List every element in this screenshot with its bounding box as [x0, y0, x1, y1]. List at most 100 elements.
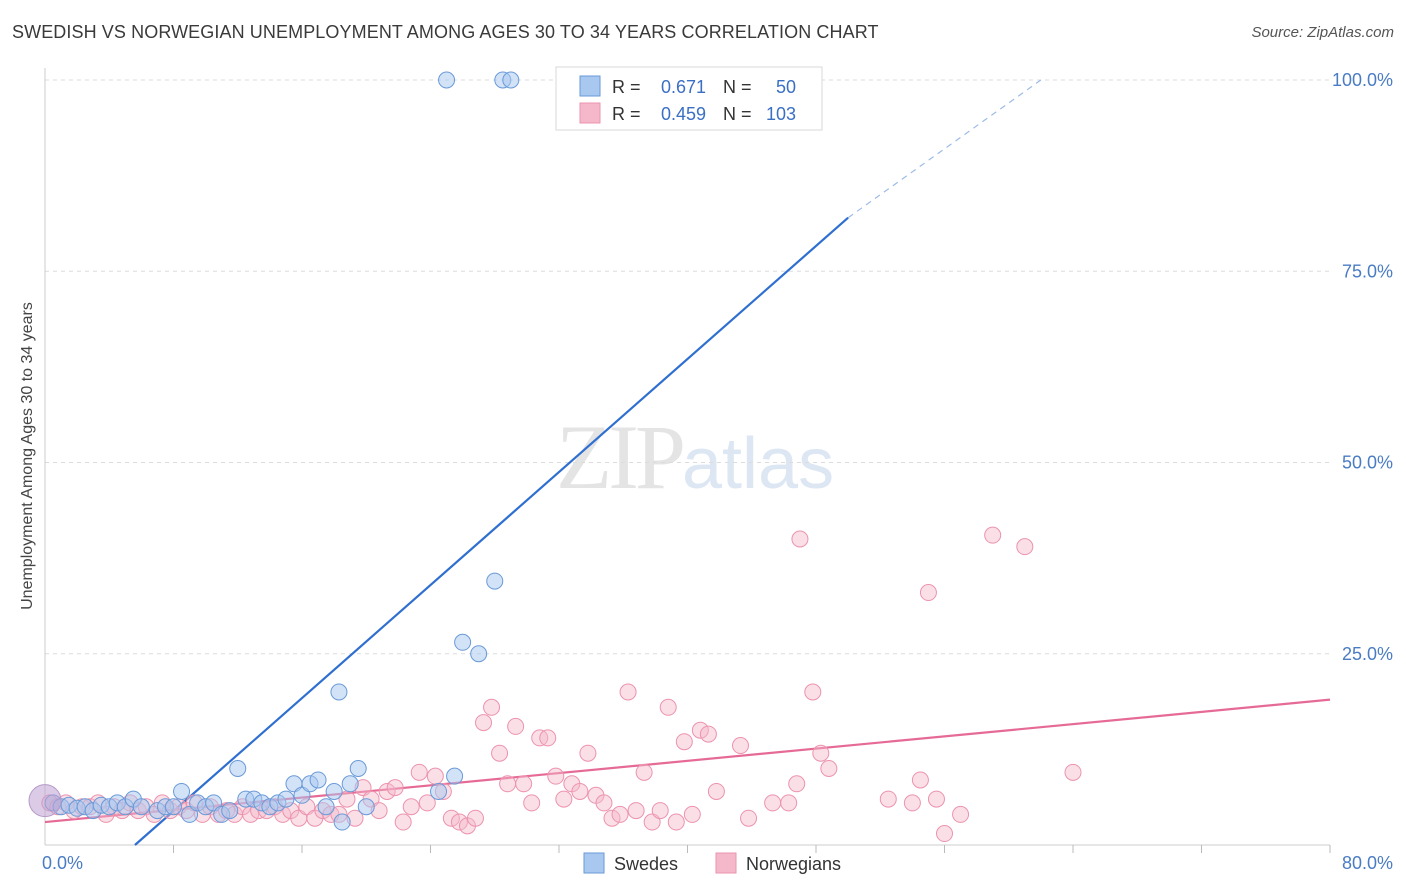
norwegians-point — [499, 775, 517, 793]
norwegians-point — [812, 744, 830, 762]
norwegians-point — [507, 717, 525, 735]
stats-n-label: N = — [723, 104, 752, 124]
swedes-point — [446, 767, 464, 785]
stats-n-value: 103 — [766, 104, 796, 124]
norwegians-point — [1016, 538, 1034, 556]
swedes-point — [309, 771, 327, 789]
norwegians-point — [475, 714, 493, 732]
swedes-point — [132, 798, 150, 816]
norwegians-point — [675, 733, 693, 751]
norwegians-point — [410, 763, 428, 781]
swedes-point — [221, 802, 239, 820]
norwegians-point — [619, 683, 637, 701]
norwegians-point — [515, 775, 533, 793]
swedes-point — [165, 798, 182, 816]
norwegians-point — [595, 794, 613, 812]
swedes-point — [430, 782, 448, 800]
norwegians-point — [378, 782, 396, 800]
norwegians-point — [952, 805, 970, 823]
stats-legend-swatch — [579, 102, 601, 124]
norwegians-point — [659, 698, 677, 716]
norwegians-point — [627, 802, 645, 820]
y-tick-label: 75.0% — [1342, 261, 1393, 281]
norwegians-point — [603, 809, 621, 827]
stats-r-label: R = — [612, 77, 641, 97]
swedes-trendline — [134, 216, 849, 846]
norwegians-point — [788, 775, 806, 793]
norwegians-point — [394, 813, 412, 831]
norwegians-point — [927, 790, 945, 808]
swedes-point — [317, 798, 335, 816]
norwegians-point — [402, 798, 420, 816]
chart-title: SWEDISH VS NORWEGIAN UNEMPLOYMENT AMONG … — [12, 22, 879, 42]
norwegians-point — [911, 771, 929, 789]
series-legend-swatch — [583, 852, 605, 874]
series-legend-swatch — [715, 852, 737, 874]
stats-r-value: 0.459 — [661, 104, 706, 124]
swedes-point — [486, 572, 504, 590]
norwegians-point — [450, 813, 468, 831]
norwegians-point — [667, 813, 685, 831]
swedes-point — [357, 798, 375, 816]
swedes-point — [349, 760, 367, 777]
y-tick-label: 25.0% — [1342, 644, 1393, 664]
norwegians-point — [984, 526, 1002, 544]
stats-r-value: 0.671 — [661, 77, 706, 97]
norwegians-point — [699, 725, 717, 743]
norwegians-point — [683, 805, 701, 823]
swedes-point — [454, 633, 472, 651]
norwegians-point — [491, 744, 509, 762]
stats-n-value: 50 — [776, 77, 796, 97]
norwegians-point — [740, 809, 758, 827]
norwegians-point — [555, 790, 573, 808]
axes — [44, 68, 1331, 853]
tick-labels: 25.0% 50.0% 75.0% 100.0% 0.0% 80.0% — [42, 70, 1393, 873]
swedes-point — [502, 71, 520, 89]
source-label: Source: ZipAtlas.com — [1251, 24, 1394, 41]
swedes-point — [229, 760, 247, 777]
norwegians-point — [879, 790, 897, 808]
data-points — [28, 71, 1082, 843]
stats-legend-swatch — [579, 75, 601, 97]
norwegians-point — [539, 729, 557, 747]
norwegians-point — [418, 794, 436, 812]
gridlines — [45, 79, 1330, 655]
norwegians-point — [426, 767, 444, 785]
swedes-point — [341, 775, 359, 793]
stats-legend: R = 0.671 N = 50 R = 0.459 N = 103 — [555, 66, 823, 131]
y-tick-label: 100.0% — [1332, 70, 1393, 90]
norwegians-point — [707, 782, 725, 800]
swedes-point — [28, 784, 62, 818]
swedes-point — [330, 683, 348, 701]
norwegians-point — [732, 737, 750, 755]
norwegians-point — [820, 760, 838, 777]
stats-r-label: R = — [612, 104, 641, 124]
norwegians-point — [903, 794, 921, 812]
series-legend: Swedes Norwegians — [583, 852, 841, 874]
norwegians-point — [936, 825, 953, 843]
norwegians-point — [386, 779, 404, 797]
norwegians-point — [442, 809, 460, 827]
norwegians-point — [804, 683, 822, 701]
norwegians-point — [791, 530, 809, 548]
swedes-point — [470, 645, 488, 663]
norwegians-point — [547, 767, 565, 785]
norwegians-point — [780, 794, 798, 812]
norwegians-point — [691, 721, 709, 739]
swedes-point — [438, 71, 456, 89]
swedes-point — [173, 782, 191, 800]
watermark-atlas: atlas — [682, 424, 835, 504]
norwegians-point — [571, 782, 589, 800]
x-tick-label: 0.0% — [42, 853, 83, 873]
norwegians-point — [1064, 763, 1082, 781]
norwegians-point — [523, 794, 541, 812]
norwegians-point — [466, 809, 484, 827]
series-legend-label: Swedes — [614, 854, 678, 874]
norwegians-point — [919, 584, 937, 602]
norwegians-point — [764, 794, 782, 812]
swedes-point — [277, 790, 295, 808]
stats-n-label: N = — [723, 77, 752, 97]
norwegians-point — [611, 805, 629, 823]
norwegians-point — [651, 802, 669, 820]
